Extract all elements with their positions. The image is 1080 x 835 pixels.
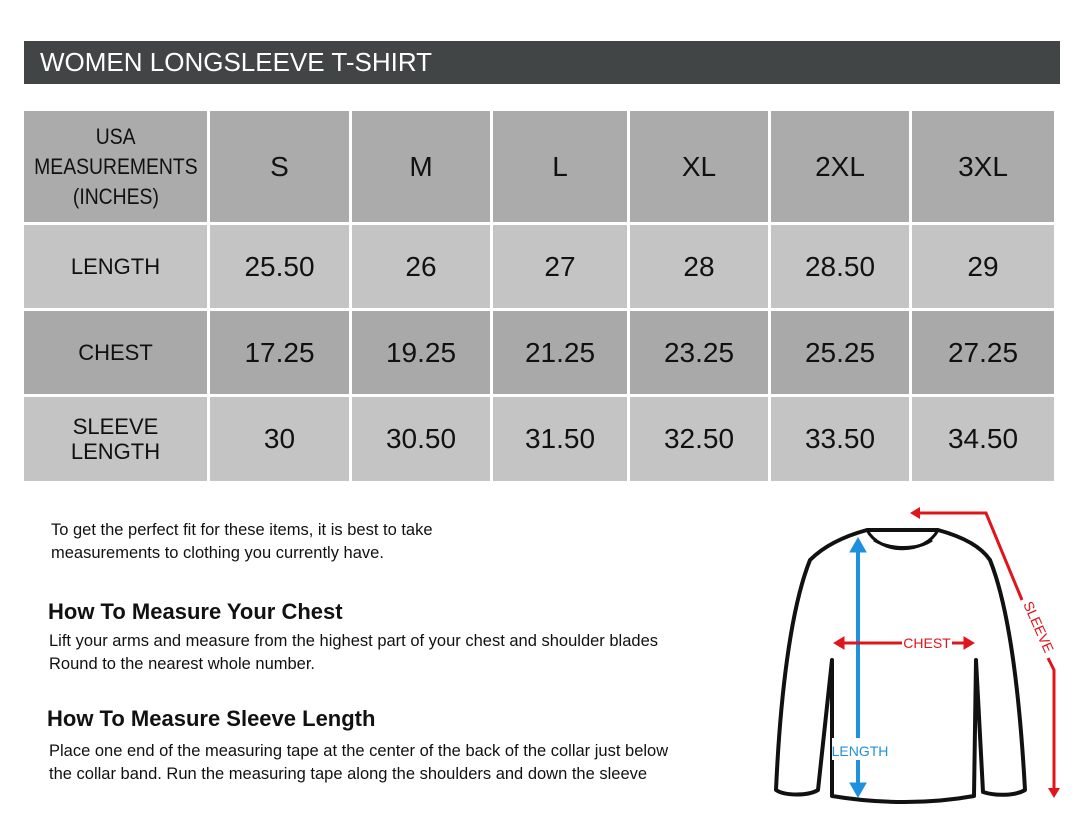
sleeve-heading: How To Measure Sleeve Length	[47, 706, 376, 731]
row-label: SLEEVE LENGTH	[24, 397, 207, 481]
measurement-value: 17.25	[210, 311, 349, 394]
size-header: S	[210, 111, 349, 222]
size-header: L	[493, 111, 627, 222]
row-label: LENGTH	[24, 225, 207, 308]
measurement-value: 21.25	[493, 311, 627, 394]
shirt-diagram: LENGTH CHEST SLEEVE	[774, 507, 1060, 804]
size-header: 2XL	[771, 111, 909, 222]
page-title: WOMEN LONGSLEEVE T-SHIRT	[24, 41, 1060, 84]
measurement-value: 19.25	[352, 311, 490, 394]
intro-line: measurements to clothing you currently h…	[51, 544, 384, 562]
measurement-value: 32.50	[630, 397, 768, 481]
measurement-value: 27.25	[912, 311, 1054, 394]
sleeve-arrow-icon	[918, 511, 1056, 790]
chest-line: Round to the nearest whole number.	[49, 655, 316, 673]
chest-heading: How To Measure Your Chest	[48, 599, 343, 624]
row-label: CHEST	[24, 311, 207, 394]
header-label-line: (INCHES)	[72, 183, 159, 209]
measurement-value: 27	[493, 225, 627, 308]
measurement-value: 25.25	[771, 311, 909, 394]
measurement-value: 29	[912, 225, 1054, 308]
measurement-value: 23.25	[630, 311, 768, 394]
sleeve-line: the collar band. Run the measuring tape …	[49, 765, 648, 783]
chest-line: Lift your arms and measure from the high…	[49, 632, 658, 650]
chest-instructions: Lift your arms and measure from the high…	[49, 630, 658, 676]
intro-text: To get the perfect fit for these items, …	[51, 519, 433, 565]
measurement-value: 25.50	[210, 225, 349, 308]
measurement-value: 30	[210, 397, 349, 481]
intro-line: To get the perfect fit for these items, …	[51, 521, 433, 539]
length-label: LENGTH	[832, 743, 889, 759]
sleeve-label: SLEEVE	[1020, 599, 1057, 655]
header-label-line: MEASUREMENTS	[33, 153, 198, 179]
measurement-value: 26	[352, 225, 490, 308]
sleeve-instructions: Place one end of the measuring tape at t…	[49, 740, 668, 786]
measurement-value: 34.50	[912, 397, 1054, 481]
size-header: XL	[630, 111, 768, 222]
measurement-value: 30.50	[352, 397, 490, 481]
measurement-value: 28.50	[771, 225, 909, 308]
sleeve-line: Place one end of the measuring tape at t…	[49, 742, 669, 760]
measurement-value: 28	[630, 225, 768, 308]
measurement-value: 31.50	[493, 397, 627, 481]
header-label-line: USA	[95, 123, 136, 149]
measurement-value: 33.50	[771, 397, 909, 481]
chest-arrow-icon	[833, 636, 975, 650]
size-header: 3XL	[912, 111, 1054, 222]
chest-label: CHEST	[903, 635, 951, 651]
header-label-cell: USA MEASUREMENTS (INCHES)	[24, 111, 207, 222]
size-table: USA MEASUREMENTS (INCHES) S M L XL 2XL 3XL LENGTH…	[24, 111, 1054, 481]
size-header: M	[352, 111, 490, 222]
shirt-outline	[774, 528, 1027, 804]
